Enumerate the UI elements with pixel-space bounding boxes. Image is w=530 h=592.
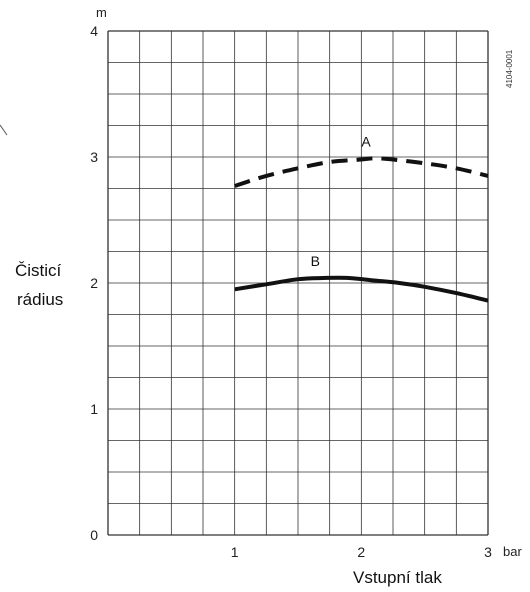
x-tick-label: 2 xyxy=(357,544,365,560)
y-tick-label: 1 xyxy=(90,401,98,417)
y-axis-unit: m xyxy=(96,5,107,20)
series-b-line xyxy=(234,275,489,303)
y-tick-label: 2 xyxy=(90,275,98,291)
y-tick-label: 3 xyxy=(90,149,98,165)
series-a-line xyxy=(234,156,489,188)
series-b-label: B xyxy=(311,253,320,269)
labels: 0 1 2 3 4 1 2 3 A B xyxy=(90,23,492,560)
x-tick-label: 1 xyxy=(231,544,239,560)
x-axis-title: Vstupní tlak xyxy=(353,568,442,587)
y-axis-title-line2: rádius xyxy=(17,290,63,309)
x-axis-unit: bar xyxy=(503,544,522,559)
series-a-label: A xyxy=(361,133,371,149)
y-tick-label: 0 xyxy=(90,527,98,543)
y-tick-label: 4 xyxy=(90,23,98,39)
tick-mark xyxy=(0,124,8,136)
figure-code: 4104-0001 xyxy=(505,49,514,88)
curves xyxy=(234,156,489,303)
y-axis-title-line1: Čisticí xyxy=(15,261,62,280)
grid xyxy=(107,30,489,536)
x-tick-label: 3 xyxy=(484,544,492,560)
